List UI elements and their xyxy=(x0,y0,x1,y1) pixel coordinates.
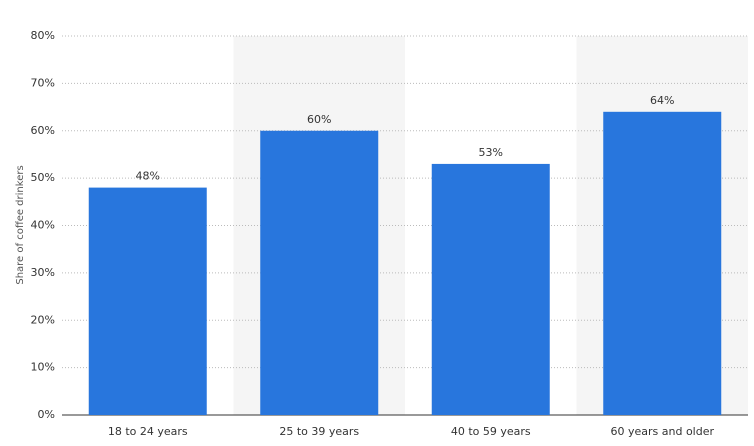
y-tick-label: 20% xyxy=(31,313,55,326)
bar xyxy=(88,187,207,415)
data-label: 64% xyxy=(650,94,674,107)
y-tick-label: 70% xyxy=(31,76,55,89)
data-label: 53% xyxy=(479,146,503,159)
y-tick-label: 10% xyxy=(31,361,55,374)
bar xyxy=(603,111,722,416)
y-tick-label: 0% xyxy=(38,408,55,421)
x-tick-label: 25 to 39 years xyxy=(279,425,359,438)
data-label: 48% xyxy=(136,170,160,183)
y-tick-label: 30% xyxy=(31,266,55,279)
x-tick-label: 60 years and older xyxy=(610,425,714,438)
x-tick-label: 40 to 59 years xyxy=(451,425,531,438)
y-axis-label: Share of coffee drinkers xyxy=(15,165,26,284)
y-tick-label: 40% xyxy=(31,219,55,232)
bar xyxy=(260,130,379,415)
y-tick-label: 60% xyxy=(31,124,55,137)
data-label: 60% xyxy=(307,113,331,126)
bar xyxy=(431,163,550,415)
y-tick-label: 80% xyxy=(31,29,55,42)
x-tick-label: 18 to 24 years xyxy=(108,425,188,438)
y-tick-label: 50% xyxy=(31,171,55,184)
